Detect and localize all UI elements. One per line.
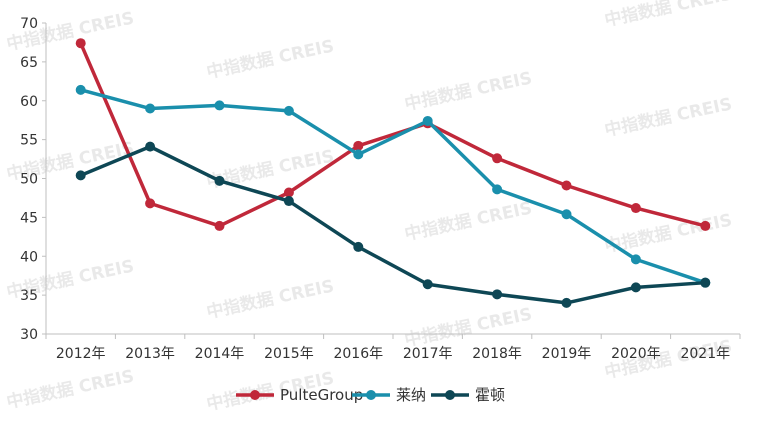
data-point <box>214 220 225 231</box>
data-point <box>145 198 156 209</box>
legend: PulteGroup 莱纳 霍顿 <box>236 386 505 404</box>
data-point <box>283 196 294 207</box>
x-tick-label: 2019年 <box>542 346 592 362</box>
x-tick-label: 2013年 <box>125 346 175 362</box>
data-point <box>214 175 225 186</box>
data-point <box>353 241 364 252</box>
x-tick-label: 2016年 <box>333 346 383 362</box>
data-point <box>492 289 503 300</box>
data-point <box>353 149 364 160</box>
data-point <box>561 297 572 308</box>
plot-area <box>75 38 711 308</box>
data-point <box>353 140 364 151</box>
watermark-text: 中指数据 CREIS <box>603 93 734 141</box>
data-point <box>145 103 156 114</box>
x-tick-label: 2015年 <box>264 346 314 362</box>
x-tick-label: 2018年 <box>472 346 522 362</box>
data-point <box>422 115 433 126</box>
y-tick-label: 30 <box>20 327 38 343</box>
legend-swatch-marker <box>366 390 376 400</box>
y-tick-label: 50 <box>20 172 38 188</box>
watermark-text: 中指数据 CREIS <box>603 0 734 31</box>
y-tick-label: 40 <box>20 249 38 265</box>
watermark-text: 中指数据 CREIS <box>403 67 534 115</box>
data-point <box>630 254 641 265</box>
data-point <box>75 84 86 95</box>
watermark-text: 中指数据 CREIS <box>403 303 534 351</box>
data-point <box>422 279 433 290</box>
series-line <box>79 42 706 228</box>
series-line <box>80 144 706 305</box>
legend-swatch-marker <box>445 390 455 400</box>
data-point <box>283 187 294 198</box>
x-tick-label: 2012年 <box>56 346 106 362</box>
data-point <box>700 277 711 288</box>
legend-item: 莱纳 <box>352 386 426 404</box>
data-point <box>75 38 86 49</box>
y-tick-label: 70 <box>20 16 38 32</box>
data-point <box>561 209 572 220</box>
x-tick-label: 2014年 <box>195 346 245 362</box>
data-point <box>492 184 503 195</box>
watermark-text: 中指数据 CREIS <box>205 145 336 193</box>
x-tick-label: 2020年 <box>611 346 661 362</box>
y-tick-label: 65 <box>20 55 38 71</box>
y-axis: 30 35 40 45 50 55 60 65 70 <box>20 16 47 343</box>
watermark-text: 中指数据 CREIS <box>205 35 336 83</box>
data-point <box>630 203 641 214</box>
watermark-text: 中指数据 CREIS <box>205 275 336 323</box>
y-tick-label: 55 <box>20 133 38 149</box>
data-point <box>145 141 156 152</box>
legend-label: PulteGroup <box>280 386 363 404</box>
data-point <box>75 170 86 181</box>
y-tick-label: 35 <box>20 288 38 304</box>
data-point <box>214 100 225 111</box>
series-3 <box>75 141 711 308</box>
watermark-text: 中指数据 CREIS <box>403 197 534 245</box>
y-tick-label: 45 <box>20 210 38 226</box>
data-point <box>283 105 294 116</box>
legend-item: PulteGroup <box>236 386 363 404</box>
legend-label: 霍顿 <box>475 386 505 404</box>
y-tick-label: 60 <box>20 94 38 110</box>
data-point <box>492 153 503 164</box>
series-2 <box>75 84 711 288</box>
x-tick-label: 2021年 <box>680 346 730 362</box>
legend-item: 霍顿 <box>431 386 505 404</box>
watermark-text: 中指数据 CREIS <box>5 365 136 413</box>
data-point <box>561 180 572 191</box>
series-line <box>80 88 706 285</box>
legend-swatch-marker <box>250 390 260 400</box>
data-point <box>700 220 711 231</box>
data-point <box>630 282 641 293</box>
legend-label: 莱纳 <box>396 386 426 404</box>
x-tick-label: 2017年 <box>403 346 453 362</box>
x-axis: 2012年 2013年 2014年 2015年 2016年 2017年 2018年 2019年… <box>45 333 741 362</box>
